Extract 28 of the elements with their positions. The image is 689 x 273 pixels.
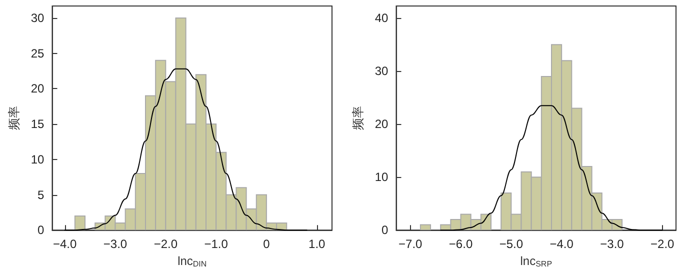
line-series	[440, 105, 663, 231]
x-tick-label: −2.0	[154, 237, 178, 252]
y-tick-label: 25	[30, 46, 45, 60]
y-tick-label: 30	[374, 64, 389, 78]
x-tick-label: −2.0	[650, 237, 675, 252]
y-axis-title: 频率	[7, 106, 21, 130]
x-tick-label: −4.0	[550, 237, 574, 252]
x-tick-label: −3.0	[600, 237, 624, 252]
y-tick-label: 20	[30, 82, 45, 96]
x-tick-label: −3.0	[103, 237, 128, 252]
x-tick-label: −6.0	[448, 237, 473, 252]
line-series	[64, 68, 308, 231]
x-tick-label: 0	[263, 237, 270, 252]
y-tick-label: 5	[38, 188, 45, 202]
y-axis-title: 频率	[351, 106, 365, 130]
y-tick-label: 0	[382, 223, 389, 238]
y-tick-label: 30	[30, 11, 45, 26]
x-tick-label: −1.0	[204, 237, 228, 252]
y-tick-label: 40	[374, 11, 389, 26]
y-tick-label: 15	[30, 117, 45, 132]
x-tick-label: −7.0	[398, 237, 423, 252]
y-tick-label: 10	[374, 170, 389, 184]
x-tick-label: 1.0	[308, 237, 326, 252]
x-tick-label: −5.0	[499, 237, 524, 252]
y-tick-label: 10	[30, 152, 45, 166]
y-tick-label: 20	[374, 117, 389, 132]
y-tick-label: 0	[38, 223, 45, 238]
x-tick-label: −4.0	[53, 237, 78, 252]
